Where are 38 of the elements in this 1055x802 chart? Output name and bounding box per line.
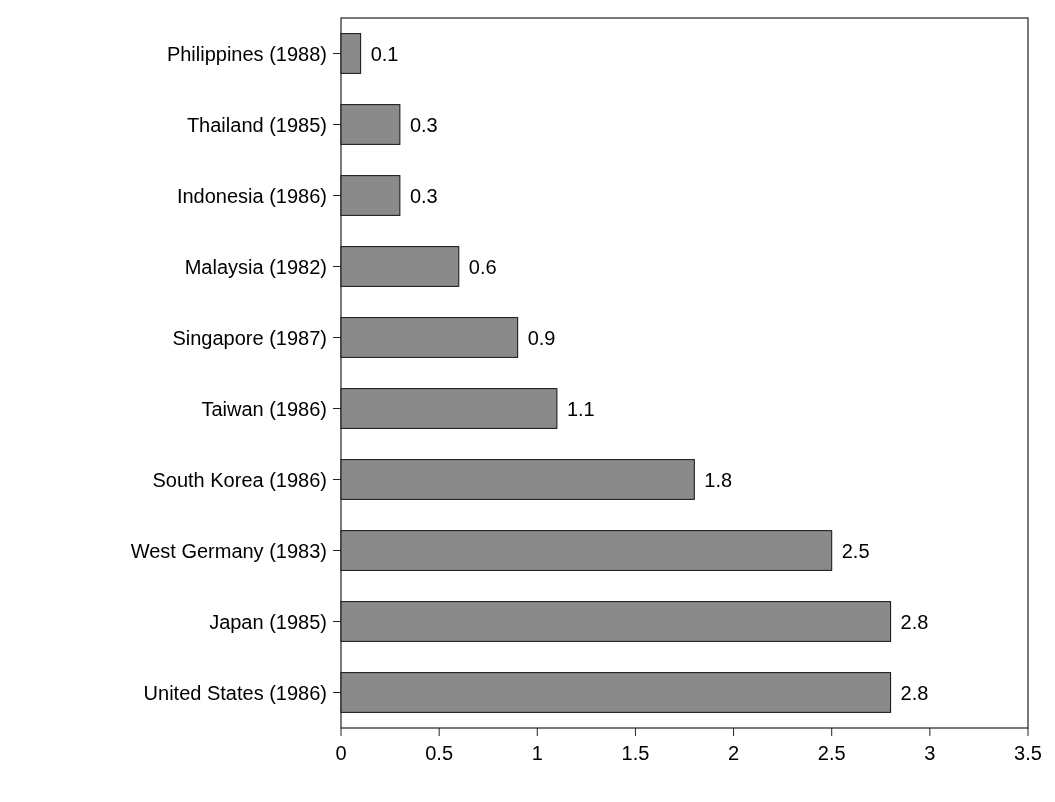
data-label: 2.5 [841, 539, 870, 562]
x-tick-label: 3.5 [1014, 742, 1042, 764]
data-label: 0.3 [409, 184, 438, 207]
data-label: 0.1 [370, 42, 399, 65]
y-tick-label: Japan (1985) [209, 610, 327, 633]
y-tick-label: Philippines (1988) [166, 42, 327, 65]
x-tick-label: 2 [728, 742, 740, 764]
x-tick-label: 1 [531, 742, 543, 764]
data-label: 1.8 [704, 468, 733, 491]
y-tick-label: South Korea (1986) [152, 468, 327, 491]
y-tick-label: Indonesia (1986) [176, 184, 327, 207]
x-tick-label: 1.5 [621, 742, 650, 764]
bar [340, 530, 833, 571]
bar [340, 246, 460, 287]
x-tick-label: 0 [335, 742, 347, 764]
data-label: 2.8 [900, 681, 929, 704]
bar [340, 601, 892, 642]
bar [340, 317, 519, 358]
data-label: 0.9 [527, 326, 556, 349]
y-tick-label: Malaysia (1982) [184, 255, 327, 278]
x-tick-label: 2.5 [817, 742, 846, 764]
bar [340, 672, 892, 713]
data-label: 1.1 [566, 397, 595, 420]
y-tick-label: Singapore (1987) [172, 326, 327, 349]
bar [340, 388, 558, 429]
data-label: 0.3 [409, 113, 438, 136]
y-tick-label: United States (1986) [143, 681, 327, 704]
y-tick-label: Thailand (1985) [186, 113, 327, 136]
y-tick-label: West Germany (1983) [130, 539, 327, 562]
data-label: 0.6 [468, 255, 497, 278]
bar [340, 33, 362, 74]
bar [340, 175, 401, 216]
x-tick-label: 0.5 [425, 742, 454, 764]
bar [340, 104, 401, 145]
bar [340, 459, 695, 500]
x-tick-label: 3 [924, 742, 936, 764]
y-tick-label: Taiwan (1986) [201, 397, 327, 420]
data-label: 2.8 [900, 610, 929, 633]
